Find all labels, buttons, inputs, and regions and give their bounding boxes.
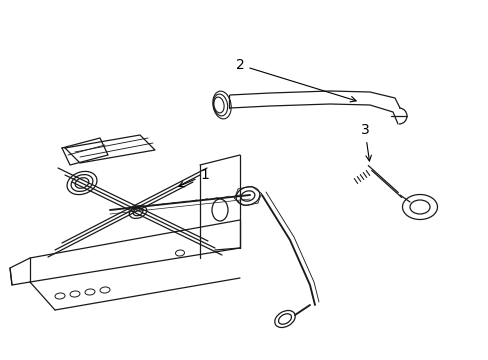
Text: 3: 3 — [360, 123, 370, 161]
Text: 2: 2 — [235, 58, 355, 102]
Text: 1: 1 — [178, 168, 209, 187]
Polygon shape — [65, 135, 155, 163]
Polygon shape — [62, 138, 108, 165]
